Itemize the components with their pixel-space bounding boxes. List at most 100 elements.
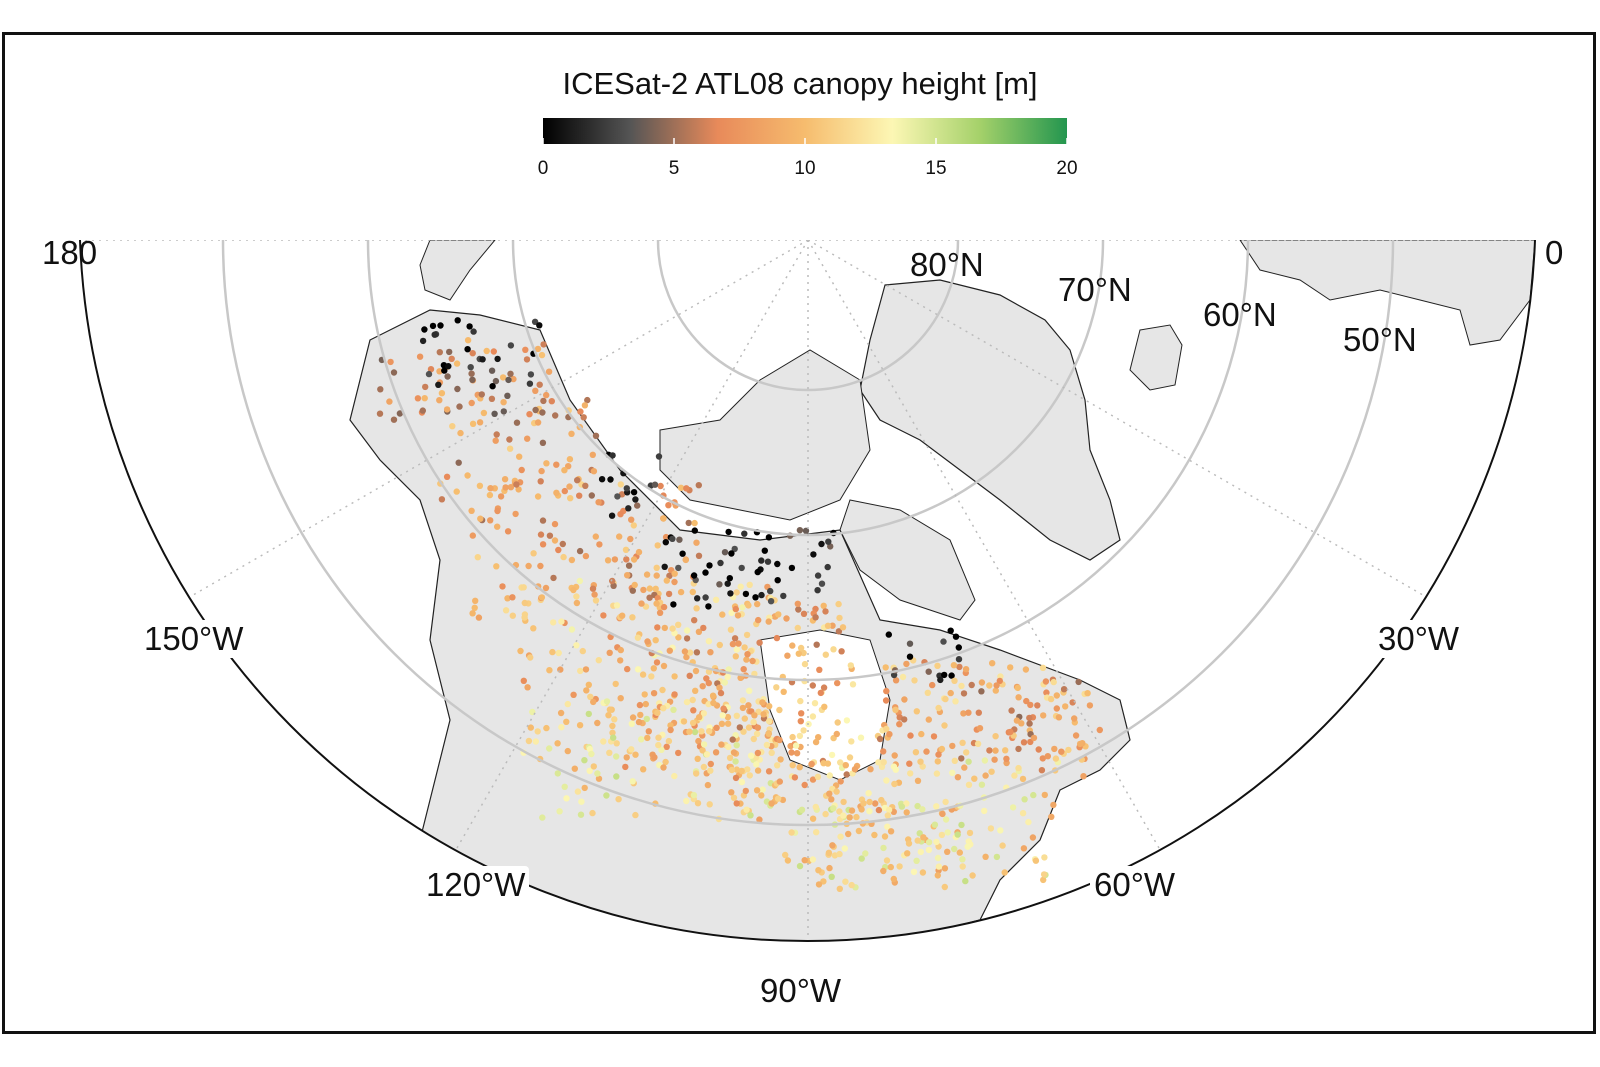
canopy-point	[729, 736, 736, 743]
canopy-point	[663, 577, 670, 584]
canopy-point	[429, 322, 437, 330]
canopy-point	[443, 406, 451, 413]
canopy-point	[1026, 720, 1033, 727]
canopy-point	[464, 337, 472, 344]
canopy-point	[817, 689, 824, 697]
canopy-point	[683, 627, 691, 634]
canopy-point	[853, 813, 860, 821]
canopy-point	[632, 496, 639, 503]
canopy-point	[677, 484, 685, 491]
canopy-point	[834, 679, 841, 687]
lon-label-120w: 120°W	[422, 866, 530, 904]
canopy-point	[476, 482, 484, 489]
canopy-point	[768, 749, 775, 756]
canopy-point	[942, 695, 949, 703]
canopy-point	[671, 673, 678, 680]
canopy-point	[974, 740, 982, 747]
canopy-point	[706, 801, 713, 808]
canopy-point	[690, 707, 697, 714]
canopy-point	[650, 690, 658, 697]
arctic-archipelago	[659, 349, 871, 521]
canopy-point	[502, 607, 510, 614]
canopy-point	[925, 846, 933, 854]
canopy-point	[694, 755, 701, 762]
canopy-point	[987, 825, 995, 832]
canopy-point	[815, 867, 822, 874]
canopy-point	[753, 761, 760, 768]
canopy-point	[919, 763, 926, 770]
canopy-point	[632, 751, 639, 758]
canopy-point	[1002, 747, 1009, 754]
canopy-point	[937, 676, 944, 684]
canopy-point	[766, 718, 773, 725]
canopy-point	[743, 656, 750, 663]
canopy-point	[608, 512, 616, 519]
canopy-point	[566, 456, 574, 463]
canopy-point	[661, 624, 668, 632]
canopy-point	[676, 536, 683, 543]
canopy-point	[1025, 818, 1032, 826]
canopy-point	[1050, 801, 1057, 809]
canopy-point	[1015, 745, 1022, 753]
canopy-point	[556, 808, 563, 815]
canopy-point	[842, 762, 849, 769]
canopy-point	[1020, 739, 1028, 746]
canopy-point	[733, 589, 740, 596]
canopy-point	[733, 712, 740, 719]
canopy-point	[774, 795, 782, 802]
canopy-point	[657, 482, 664, 490]
canopy-point	[958, 821, 965, 829]
canopy-point	[1029, 834, 1037, 841]
canopy-point	[907, 732, 914, 739]
canopy-point	[731, 545, 738, 553]
canopy-point	[682, 556, 689, 564]
canopy-point	[534, 345, 542, 353]
canopy-point	[732, 774, 740, 782]
canopy-point	[792, 742, 800, 749]
canopy-point	[833, 730, 840, 738]
canopy-point	[1041, 791, 1049, 799]
canopy-point	[580, 414, 587, 421]
canopy-point	[718, 720, 726, 727]
canopy-point	[829, 842, 836, 849]
canopy-point	[934, 662, 941, 669]
canopy-point	[794, 600, 801, 607]
canopy-point	[592, 432, 600, 439]
canopy-point	[477, 515, 484, 522]
canopy-point	[959, 863, 966, 870]
canopy-point	[738, 564, 745, 572]
canopy-point	[935, 863, 943, 870]
canopy-point	[858, 806, 865, 813]
canopy-point	[610, 582, 617, 589]
canopy-point	[730, 794, 738, 801]
canopy-point	[656, 609, 664, 616]
canopy-point	[1019, 775, 1027, 783]
canopy-point	[1020, 845, 1028, 852]
canopy-point	[925, 668, 932, 675]
canopy-point	[653, 572, 660, 579]
canopy-point	[740, 728, 747, 735]
canopy-point	[600, 738, 607, 745]
canopy-point	[695, 628, 703, 635]
canopy-point	[906, 653, 914, 660]
canopy-point	[797, 697, 804, 705]
canopy-point	[617, 695, 624, 702]
canopy-point	[728, 766, 736, 774]
canopy-point	[746, 772, 753, 779]
canopy-point	[813, 641, 820, 648]
canopy-point	[654, 542, 661, 549]
canopy-point	[671, 578, 678, 586]
canopy-point	[1065, 746, 1072, 754]
canopy-point	[716, 684, 723, 691]
canopy-point	[683, 485, 690, 492]
canopy-point	[779, 796, 787, 804]
canopy-point	[638, 600, 645, 607]
canopy-point	[683, 797, 690, 805]
canopy-point	[729, 640, 737, 648]
canopy-point	[958, 755, 965, 762]
canopy-point	[910, 868, 918, 876]
canopy-point	[903, 660, 910, 668]
canopy-point	[632, 811, 639, 819]
canopy-point	[798, 806, 806, 813]
canopy-point	[436, 368, 443, 375]
